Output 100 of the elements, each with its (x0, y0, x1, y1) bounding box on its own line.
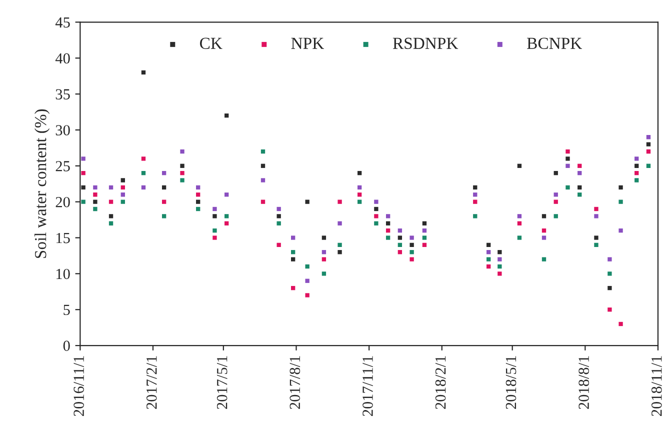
point (260, 200, 266, 204)
point (608, 286, 612, 290)
point (180, 164, 184, 168)
point (276, 242, 281, 248)
point (180, 170, 184, 176)
point (422, 221, 427, 226)
y-tick-label: 35 (56, 89, 70, 100)
point (498, 250, 502, 254)
point (224, 214, 229, 218)
legend-label: RSDNPK (392, 38, 458, 49)
point (646, 164, 651, 168)
point (473, 185, 478, 190)
point (473, 192, 478, 197)
x-tick-label: 2017/2/1 (146, 356, 157, 409)
point (93, 206, 98, 212)
point (486, 250, 491, 254)
point (120, 178, 125, 182)
point (212, 228, 217, 233)
point (141, 156, 146, 161)
point (498, 257, 502, 262)
x-tick-label: 2018/11/1 (651, 356, 662, 416)
point (566, 156, 570, 161)
point (594, 236, 598, 240)
point (618, 200, 623, 204)
point (473, 214, 478, 218)
y-tick-label: 0 (63, 340, 70, 351)
point (646, 135, 651, 140)
point (386, 236, 390, 240)
x-tick-label: 2017/5/1 (216, 356, 228, 409)
point (120, 200, 125, 204)
point (594, 242, 598, 248)
point (357, 200, 362, 204)
point (196, 206, 200, 212)
y-tick-label: 10 (56, 268, 70, 280)
point (634, 170, 639, 176)
point (305, 264, 310, 269)
point (554, 200, 558, 204)
point (422, 242, 427, 248)
y-tick-label: 30 (56, 125, 70, 136)
point (594, 214, 598, 218)
point (196, 192, 200, 197)
point (646, 149, 651, 154)
point (141, 170, 146, 176)
point (410, 242, 414, 248)
point (120, 185, 125, 190)
point (338, 242, 342, 248)
point (374, 221, 378, 226)
point (260, 149, 266, 154)
point (162, 200, 166, 204)
point (374, 200, 378, 204)
point (212, 214, 217, 218)
point (646, 142, 651, 146)
point (322, 236, 326, 240)
point (81, 156, 86, 161)
point (357, 185, 362, 190)
point (608, 308, 612, 312)
point (618, 322, 623, 326)
point (260, 178, 266, 182)
point (578, 192, 582, 197)
point (542, 228, 546, 233)
point (410, 250, 414, 254)
point (608, 257, 612, 262)
x-tick-label: 2017/8/1 (290, 356, 300, 409)
point (542, 257, 546, 262)
x-tick-label: 2018/8/1 (578, 356, 589, 409)
point (322, 257, 326, 262)
point (618, 228, 623, 233)
point (224, 221, 229, 226)
point (276, 206, 281, 212)
point (634, 178, 639, 182)
legend-label: CK (200, 38, 222, 49)
point (542, 236, 546, 240)
point (108, 214, 114, 218)
point (554, 170, 558, 176)
point (578, 185, 582, 190)
point (338, 250, 342, 254)
point (566, 185, 570, 190)
point (291, 286, 296, 290)
point (578, 164, 582, 168)
point (498, 264, 502, 269)
point (81, 185, 86, 190)
point (618, 185, 623, 190)
point (398, 242, 402, 248)
point (93, 200, 98, 204)
point (554, 192, 558, 197)
x-tick-label: 2018/5/1 (506, 356, 516, 409)
point (398, 236, 402, 240)
legend-label: BCNPK (527, 38, 582, 49)
point (291, 257, 296, 262)
point (410, 236, 414, 240)
point (517, 221, 522, 226)
point (162, 170, 166, 176)
legend-label: NPK (291, 38, 324, 49)
point (141, 70, 146, 75)
point (180, 178, 184, 182)
point (162, 214, 166, 218)
point (81, 170, 86, 176)
point (566, 149, 570, 154)
point (196, 185, 200, 190)
point (162, 185, 166, 190)
